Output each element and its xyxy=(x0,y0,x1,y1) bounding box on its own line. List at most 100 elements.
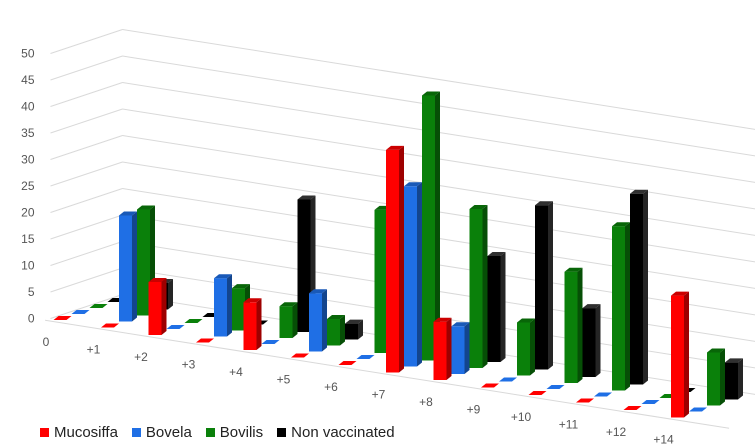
bar-mucosiffa xyxy=(53,316,72,320)
y-tick-label: 45 xyxy=(21,73,35,87)
legend-label: Non vaccinated xyxy=(291,424,395,441)
x-tick-label: +6 xyxy=(324,380,338,394)
bar-bovilis xyxy=(564,267,583,383)
y-tick-label: 30 xyxy=(21,153,35,167)
legend-label: Mucosiffa xyxy=(54,424,118,441)
bar-bovela xyxy=(546,385,565,389)
bar-mucosiffa xyxy=(671,291,689,418)
bar-bovilis xyxy=(279,302,298,338)
bar-mucosiffa xyxy=(101,323,119,328)
bar-bovela xyxy=(356,355,375,359)
gridline xyxy=(122,241,755,342)
gridlines xyxy=(45,29,755,429)
bar-non-vaccinated xyxy=(630,189,648,385)
x-axis-ticks: 0 +1 +2 +3 +4 +5 +6 +7 +8 +9 +10 +11 +12 +14 xyxy=(43,335,674,444)
gridline-side xyxy=(50,82,123,107)
x-tick-label: 0 xyxy=(43,335,50,349)
bar-mucosiffa xyxy=(291,353,309,358)
y-axis-ticks: 0 5 10 15 20 25 30 35 40 45 50 xyxy=(21,47,35,326)
legend-swatch xyxy=(205,428,215,437)
bar-non-vaccinated xyxy=(725,358,743,400)
y-tick-label: 50 xyxy=(21,47,35,61)
gridline-side xyxy=(50,294,123,319)
bar-mucosiffa xyxy=(481,383,499,388)
bar-mucosiffa xyxy=(148,278,167,335)
x-tick-label: +4 xyxy=(229,365,243,379)
legend-item-non-vaccinated: Non vaccinated xyxy=(277,424,395,441)
gridline-side xyxy=(50,55,123,81)
x-tick-label: +10 xyxy=(511,410,532,424)
gridline-side xyxy=(50,214,123,240)
bar-bovela xyxy=(309,289,327,352)
legend-item-mucosiffa: Mucosiffa xyxy=(40,424,118,441)
bar-non-vaccinated xyxy=(535,201,553,370)
y-tick-label: 5 xyxy=(28,285,35,299)
bar-mucosiffa xyxy=(433,317,452,380)
gridline-side xyxy=(50,188,123,213)
bar-series-group xyxy=(53,91,743,418)
bar-bovela xyxy=(166,325,185,329)
bar-bovilis xyxy=(707,348,725,406)
x-tick-label: +8 xyxy=(419,395,433,409)
bar-mucosiffa xyxy=(386,145,404,373)
bar-mucosiffa xyxy=(623,406,642,410)
bar-mucosiffa xyxy=(576,398,594,403)
gridline-side xyxy=(50,135,123,160)
bar-bovela xyxy=(261,340,280,344)
x-tick-label: +3 xyxy=(182,358,196,372)
y-tick-label: 25 xyxy=(21,179,35,193)
bar-non-vaccinated xyxy=(582,304,601,377)
bar-bovela xyxy=(71,310,90,314)
bar-bovela xyxy=(499,377,517,382)
gridline xyxy=(122,82,755,183)
gridline xyxy=(122,135,755,236)
gridline xyxy=(122,108,755,210)
bar-non-vaccinated xyxy=(345,319,363,340)
floor-edge xyxy=(45,319,730,429)
gridline xyxy=(122,55,755,157)
bar-bovilis xyxy=(469,205,488,368)
bar-bovela xyxy=(451,322,470,374)
bar-bovela xyxy=(594,392,612,397)
bar-bovilis xyxy=(184,319,203,323)
bar-mucosiffa xyxy=(528,391,547,395)
gridline-side xyxy=(50,108,123,134)
bar-non-vaccinated xyxy=(487,252,506,362)
x-tick-label: +2 xyxy=(134,350,148,364)
legend-swatch xyxy=(131,428,141,437)
gridline-side xyxy=(50,29,123,54)
bar-mucosiffa xyxy=(243,298,262,350)
y-tick-label: 15 xyxy=(21,232,35,246)
gridline xyxy=(122,214,755,316)
x-tick-label: +12 xyxy=(606,425,627,439)
gridline xyxy=(122,161,755,263)
legend-item-bovilis: Bovilis xyxy=(205,424,264,441)
bar-bovela xyxy=(689,407,707,412)
bar-bovela xyxy=(641,400,660,404)
gridline-side xyxy=(50,267,123,293)
y-tick-label: 40 xyxy=(21,100,35,114)
y-tick-label: 10 xyxy=(21,259,35,273)
x-tick-label: +7 xyxy=(372,388,386,402)
gridline xyxy=(122,29,755,130)
y-tick-label: 20 xyxy=(21,206,35,220)
gridline-side xyxy=(50,161,123,187)
legend-label: Bovela xyxy=(145,424,192,441)
bar-bovilis xyxy=(327,315,345,346)
x-tick-label: +5 xyxy=(277,373,291,387)
legend-swatch xyxy=(40,428,49,437)
bar-mucosiffa xyxy=(196,338,214,343)
x-tick-label: +9 xyxy=(467,403,481,417)
bar-bovilis xyxy=(517,318,535,376)
legend-label: Bovilis xyxy=(219,424,264,441)
x-tick-label: +1 xyxy=(87,343,101,357)
legend-item-bovela: Bovela xyxy=(131,424,192,441)
gridline xyxy=(122,188,755,289)
y-tick-label: 0 xyxy=(28,312,35,326)
x-tick-label: +11 xyxy=(559,418,579,432)
bar-bovela xyxy=(404,182,422,367)
bar-bovela xyxy=(214,274,232,337)
legend-swatch xyxy=(277,428,287,437)
bar-bovilis xyxy=(422,91,440,361)
